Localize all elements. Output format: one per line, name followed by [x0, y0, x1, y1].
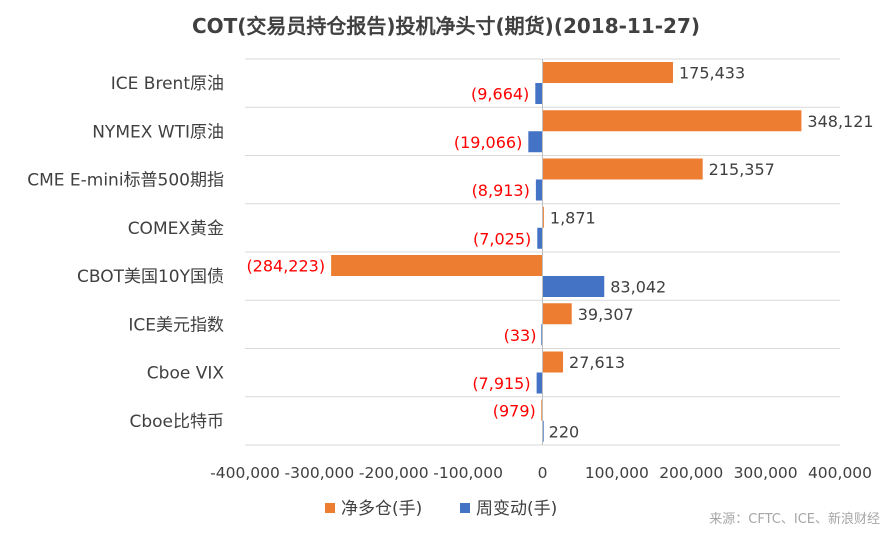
- weekly-change-bar: [542, 420, 544, 442]
- legend-swatch-weekly-change: [460, 503, 470, 513]
- category-label: CBOT美国10Y国债: [77, 267, 224, 287]
- legend-label-weekly-change: 周变动(手): [476, 499, 557, 519]
- data-label: (8,913): [472, 181, 530, 200]
- data-label: (7,915): [472, 374, 530, 393]
- weekly-change-bar: [537, 227, 543, 249]
- legend-label-net-long: 净多仓(手): [341, 499, 422, 519]
- category-label: NYMEX WTI原油: [92, 122, 224, 142]
- axis-layer: -400,000 -300,000 -200,000 -100,000 0 100,000…: [210, 59, 872, 482]
- data-label: (19,066): [454, 133, 522, 152]
- weekly-change-bar: [535, 179, 543, 201]
- data-label: 83,042: [610, 278, 666, 297]
- x-tick-label: -400,000: [210, 464, 280, 482]
- net-long-bar: [542, 303, 572, 325]
- net-long-bar: [541, 399, 543, 421]
- net-long-bar: [542, 62, 673, 83]
- x-tick-label: -200,000: [359, 464, 429, 482]
- x-tick-label: 200,000: [659, 464, 723, 482]
- net-long-bar: [542, 206, 544, 228]
- data-label: (33): [504, 326, 537, 345]
- category-label: COMEX黄金: [128, 219, 224, 239]
- source-note: 来源：CFTC、ICE、新浪财经: [709, 511, 880, 527]
- weekly-change-bar: [542, 276, 605, 297]
- x-tick-label: 400,000: [808, 464, 872, 482]
- data-label: 175,433: [679, 64, 745, 83]
- net-long-bar: [542, 110, 802, 132]
- data-label: 1,871: [550, 208, 596, 227]
- data-label: 215,357: [709, 160, 775, 179]
- x-tick-label: 0: [538, 464, 548, 482]
- weekly-change-bar: [535, 83, 543, 104]
- data-label: (284,223): [246, 257, 325, 276]
- net-long-bar: [542, 351, 564, 373]
- data-label: 39,307: [578, 305, 634, 324]
- data-label: 27,613: [569, 353, 625, 372]
- net-long-bar: [331, 255, 543, 276]
- data-label: (9,664): [471, 85, 529, 104]
- data-label: (7,025): [473, 229, 531, 248]
- x-tick-label: -100,000: [433, 464, 503, 482]
- weekly-change-bar: [536, 372, 543, 394]
- category-label: CME E-mini标普500期指: [27, 171, 224, 191]
- data-label: 348,121: [807, 112, 873, 131]
- data-label: 220: [549, 422, 580, 441]
- x-tick-label: -300,000: [285, 464, 355, 482]
- net-long-bar: [542, 158, 703, 180]
- legend-swatch-net-long: [325, 503, 335, 513]
- category-label: ICE Brent原油: [111, 74, 224, 94]
- category-label: Cboe VIX: [147, 364, 225, 384]
- x-tick-label: 300,000: [734, 464, 798, 482]
- data-label: (979): [493, 401, 536, 420]
- bar-layer: [331, 62, 802, 442]
- weekly-change-bar: [541, 324, 543, 346]
- category-label: ICE美元指数: [128, 315, 224, 335]
- legend: 净多仓(手) 周变动(手): [325, 499, 557, 519]
- x-tick-label: 100,000: [585, 464, 649, 482]
- weekly-change-bar: [528, 131, 543, 153]
- chart-title: COT(交易员持仓报告)投机净头寸(期货)(2018-11-27): [192, 14, 700, 38]
- category-label: Cboe比特币: [129, 412, 224, 432]
- label-layer: ICE Brent原油 175,433 (9,664) NYMEX WTI原油 348,…: [27, 64, 873, 442]
